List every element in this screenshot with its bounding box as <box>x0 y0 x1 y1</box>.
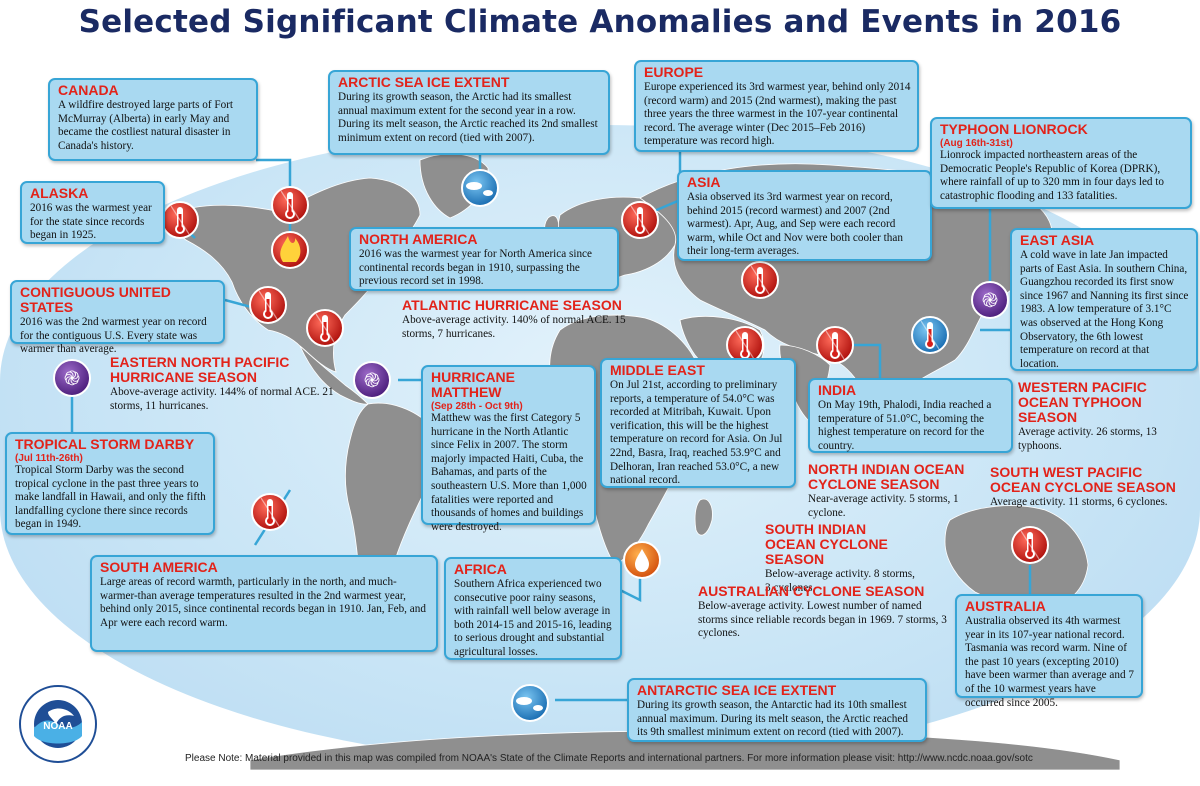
warm-thermometer-icon <box>271 186 309 224</box>
asia-callout: ASIA Asia observed its 3rd warmest year … <box>677 170 932 261</box>
lionrock-callout: TYPHOON LIONROCK (Aug 16th-31st) Lionroc… <box>930 117 1192 209</box>
atlantic-title: ATLANTIC HURRICANE SEASON <box>402 297 622 313</box>
swp-text: Average activity. 11 storms, 6 cyclones. <box>990 496 1168 508</box>
matthew-dates: (Sep 28th - Oct 9th) <box>431 401 523 412</box>
alaska-callout: ALASKA 2016 was the warmest year for the… <box>20 181 165 244</box>
antarctic-title: ANTARCTIC SEA ICE EXTENT <box>637 682 837 698</box>
canada-callout: CANADA A wildfire destroyed large parts … <box>48 78 258 161</box>
warm-thermometer-icon <box>741 261 779 299</box>
warm-thermometer-icon <box>251 493 289 531</box>
namerica-text: 2016 was the warmest year for North Amer… <box>359 248 592 288</box>
noaa-logo: NOAA <box>19 685 97 763</box>
aus-cyclone-note: AUSTRALIAN CYCLONE SEASON Below-average … <box>698 584 953 641</box>
arctic-text: During its growth season, the Arctic had… <box>338 91 598 144</box>
wpac-title: WESTERN PACIFIC OCEAN TYPHOON SEASON <box>1018 379 1147 425</box>
samerica-title: SOUTH AMERICA <box>100 559 218 575</box>
mideast-text: On Jul 21st, according to preliminary re… <box>610 379 783 487</box>
nio-title: NORTH INDIAN OCEAN CYCLONE SEASON <box>808 461 965 492</box>
antarctic-callout: ANTARCTIC SEA ICE EXTENT During its grow… <box>627 678 927 742</box>
enp-note: WESTERN PACIFIC OCEAN TYPHOON SEASON EAS… <box>110 355 340 413</box>
arctic-title: ARCTIC SEA ICE EXTENT <box>338 74 510 90</box>
europe-text: Europe experienced its 3rd warmest year,… <box>644 81 911 148</box>
eastasia-title: EAST ASIA <box>1020 232 1095 248</box>
conus-callout: CONTIGUOUS UNITED STATES 2016 was the 2n… <box>10 280 225 355</box>
matthew-callout: HURRICANE MATTHEW (Sep 28th - Oct 9th) M… <box>421 365 596 533</box>
canada-title: CANADA <box>58 82 119 98</box>
warm-thermometer-icon <box>249 286 287 324</box>
samerica-callout: SOUTH AMERICA Large areas of record warm… <box>90 555 438 652</box>
namerica-title: NORTH AMERICA <box>359 231 478 247</box>
hurricane-icon: ֎ <box>53 359 91 397</box>
australia-text: Australia observed its 4th warmest year … <box>965 615 1134 709</box>
warm-thermometer-icon <box>816 326 854 364</box>
noaa-logo-text: NOAA <box>43 721 72 732</box>
atlantic-note: ATLANTIC HURRICANE SEASON Above-average … <box>402 298 632 341</box>
australia-callout: AUSTRALIA Australia observed its 4th war… <box>955 594 1143 709</box>
asia-title: ASIA <box>687 174 721 190</box>
darby-title: TROPICAL STORM DARBY <box>15 436 195 452</box>
india-title: INDIA <box>818 382 857 398</box>
asia-text: Asia observed its 3rd warmest year on re… <box>687 191 903 258</box>
africa-callout: AFRICA Southern Africa experienced two c… <box>444 557 622 660</box>
india-callout: INDIA On May 19th, Phalodi, India reache… <box>808 378 1013 453</box>
hurricane-icon: ֎ <box>971 281 1009 319</box>
warm-thermometer-icon <box>1011 526 1049 564</box>
europe-callout: EUROPE Europe experienced its 3rd warmes… <box>634 60 919 152</box>
india-text: On May 19th, Phalodi, India reached a te… <box>818 399 992 452</box>
atlantic-text: Above-average activity. 140% of normal A… <box>402 314 626 340</box>
alaska-text: 2016 was the warmest year for the state … <box>30 202 152 242</box>
europe-title: EUROPE <box>644 64 704 80</box>
namerica-callout: NORTH AMERICA 2016 was the warmest year … <box>349 227 619 291</box>
warm-thermometer-icon <box>621 201 659 239</box>
hurricane-icon: ֎ <box>353 361 391 399</box>
matthew-title: HURRICANE MATTHEW <box>431 369 515 400</box>
canada-text: A wildfire destroyed large parts of Fort… <box>58 99 234 152</box>
aus-cyclone-title: AUSTRALIAN CYCLONE SEASON <box>698 583 925 599</box>
footer-note: Please Note: Material provided in this m… <box>185 753 1033 764</box>
page-title: Selected Significant Climate Anomalies a… <box>78 4 1122 40</box>
wpac-text: Average activity. 26 storms, 13 typhoons… <box>1018 426 1157 452</box>
darby-text: Tropical Storm Darby was the second trop… <box>15 464 206 531</box>
wildfire-icon <box>271 231 309 269</box>
eastasia-text: A cold wave in late Jan impacted parts o… <box>1020 249 1189 370</box>
sea-ice-icon <box>511 684 549 722</box>
warm-thermometer-icon <box>306 309 344 347</box>
samerica-text: Large areas of record warmth, particular… <box>100 576 426 629</box>
eastasia-callout: EAST ASIA A cold wave in late Jan impact… <box>1010 228 1198 371</box>
nio-text: Near-average activity. 5 storms, 1 cyclo… <box>808 493 959 519</box>
svg-text:֎: ֎ <box>982 288 998 312</box>
svg-text:֎: ֎ <box>364 368 380 392</box>
conus-title: CONTIGUOUS UNITED STATES <box>20 284 171 315</box>
africa-title: AFRICA <box>454 561 507 577</box>
drought-icon <box>623 541 661 579</box>
sio-note: SOUTH INDIAN OCEAN CYCLONE SEASON Below-… <box>765 522 915 595</box>
matthew-text: Matthew was the first Category 5 hurrica… <box>431 412 587 533</box>
alaska-title: ALASKA <box>30 185 89 201</box>
cold-thermometer-icon <box>911 316 949 354</box>
lionrock-text: Lionrock impacted northeastern areas of … <box>940 149 1165 202</box>
lionrock-dates: (Aug 16th-31st) <box>940 138 1013 149</box>
darby-dates: (Jul 11th-26th) <box>15 453 83 464</box>
arctic-callout: ARCTIC SEA ICE EXTENT During its growth … <box>328 70 610 155</box>
lionrock-title: TYPHOON LIONROCK <box>940 121 1088 137</box>
africa-text: Southern Africa experienced two consecut… <box>454 578 612 658</box>
sea-ice-icon <box>461 169 499 207</box>
enp-text: Above-average activity. 144% of normal A… <box>110 386 334 412</box>
nio-note: NORTH INDIAN OCEAN CYCLONE SEASON Near-a… <box>808 462 988 520</box>
swp-title: SOUTH WEST PACIFIC OCEAN CYCLONE SEASON <box>990 464 1176 495</box>
warm-thermometer-icon <box>161 201 199 239</box>
mideast-title: MIDDLE EAST <box>610 362 705 378</box>
antarctic-text: During its growth season, the Antarctic … <box>637 699 908 739</box>
swp-note: SOUTH WEST PACIFIC OCEAN CYCLONE SEASON … <box>990 465 1195 510</box>
mideast-callout: MIDDLE EAST On Jul 21st, according to pr… <box>600 358 796 488</box>
enp-heading: EASTERN NORTH PACIFIC HURRICANE SEASON <box>110 354 290 385</box>
svg-text:֎: ֎ <box>64 366 80 390</box>
sio-text: Below-average activity. 8 storms, 3 cycl… <box>765 568 915 594</box>
darby-callout: TROPICAL STORM DARBY (Jul 11th-26th) Tro… <box>5 432 215 535</box>
australia-title: AUSTRALIA <box>965 598 1046 614</box>
wpac-note: WESTERN PACIFIC OCEAN TYPHOON SEASON Ave… <box>1018 380 1198 453</box>
aus-cyclone-text: Below-average activity. Lowest number of… <box>698 600 947 640</box>
conus-text: 2016 was the 2nd warmest year on record … <box>20 316 207 356</box>
sio-title: SOUTH INDIAN OCEAN CYCLONE SEASON <box>765 521 888 567</box>
